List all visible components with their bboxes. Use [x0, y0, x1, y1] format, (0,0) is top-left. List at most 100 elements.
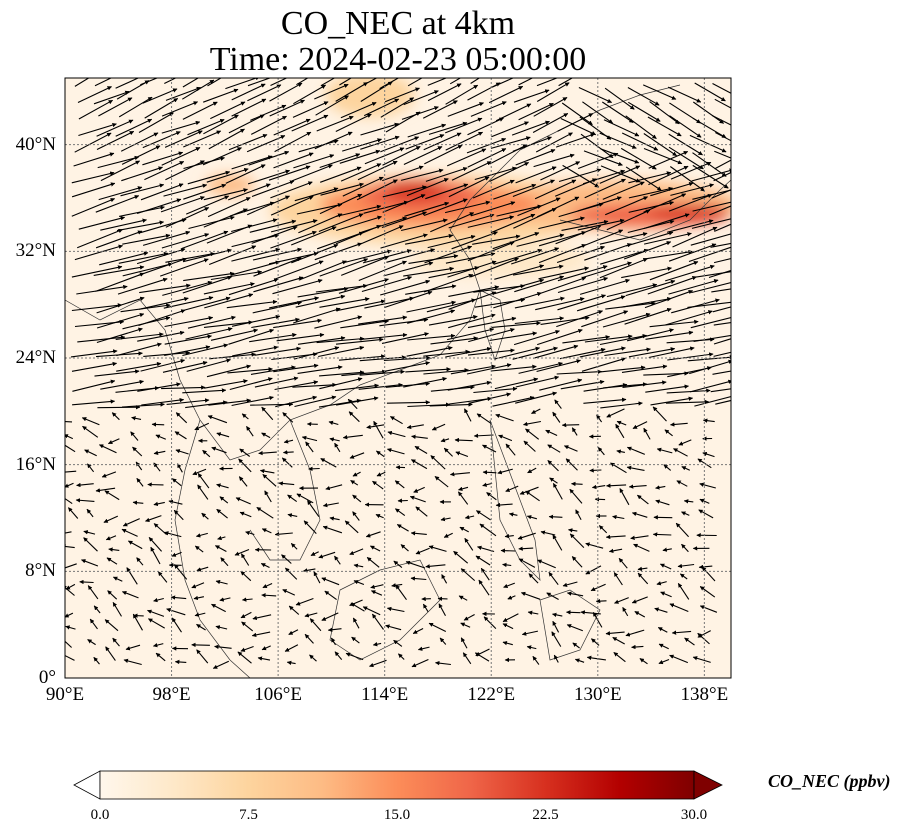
wind-arrow: [451, 161, 492, 181]
wind-arrow: [619, 488, 630, 506]
wind-arrow: [249, 219, 297, 233]
wind-arrow: [513, 264, 564, 276]
wind-arrow: [557, 113, 594, 132]
wind-arrow: [623, 241, 672, 260]
wind-arrow: [628, 200, 674, 213]
wind-arrow: [273, 363, 319, 373]
wind-arrow: [423, 273, 474, 293]
wind-arrow: [225, 164, 266, 184]
wind-arrow: [599, 333, 648, 346]
wind-arrow: [445, 252, 496, 264]
wind-arrow: [415, 547, 430, 555]
wind-arrow: [194, 545, 204, 553]
wind-arrow: [423, 368, 469, 375]
wind-arrow: [428, 121, 468, 135]
wind-arrow: [622, 607, 629, 617]
wind-arrow: [362, 78, 378, 86]
wind-arrow: [163, 183, 208, 197]
wind-arrow: [643, 249, 693, 260]
wind-arrow: [287, 513, 298, 518]
wind-arrow: [658, 658, 670, 665]
wind-arrow: [571, 427, 578, 436]
wind-arrow: [648, 150, 689, 169]
wind-arrow: [144, 161, 185, 181]
wind-arrow: [196, 649, 209, 664]
wind-arrow: [251, 631, 271, 638]
wind-arrow: [502, 562, 512, 568]
wind-arrow: [478, 579, 490, 596]
wind-arrow: [315, 95, 349, 116]
wind-arrow: [168, 499, 183, 505]
wind-arrow: [713, 258, 731, 264]
wind-arrow: [554, 178, 597, 197]
wind-arrow: [428, 622, 447, 632]
wind-arrow: [585, 565, 602, 575]
wind-arrow: [352, 471, 361, 477]
wind-arrow: [89, 618, 98, 630]
wind-arrow: [118, 251, 169, 264]
wind-arrow: [142, 230, 191, 246]
wind-arrow: [671, 630, 692, 635]
wind-arrow: [491, 121, 529, 138]
wind-arrow: [71, 361, 118, 372]
wind-arrow: [292, 101, 329, 118]
wind-arrow: [492, 232, 540, 250]
wind-arrow: [405, 560, 426, 569]
wind-arrow: [211, 603, 226, 613]
wind-arrow: [613, 572, 623, 586]
wind-arrow: [140, 358, 186, 372]
wind-arrow: [448, 285, 500, 297]
wind-arrow: [336, 215, 382, 232]
wind-arrow: [566, 624, 584, 632]
wind-arrow: [338, 278, 389, 294]
wind-arrow: [631, 644, 644, 650]
wind-arrow: [122, 233, 171, 245]
wind-arrow: [584, 334, 633, 343]
wind-arrow: [531, 408, 541, 414]
wind-arrow: [536, 359, 581, 373]
wind-arrow: [164, 334, 212, 345]
wind-arrow: [713, 171, 731, 182]
wind-arrow: [150, 546, 161, 565]
wind-arrow: [206, 168, 249, 183]
wind-arrow: [409, 495, 426, 503]
wind-arrow: [203, 282, 255, 295]
wind-arrow: [494, 264, 545, 280]
wind-arrow: [202, 147, 242, 166]
wind-arrow: [144, 98, 179, 119]
wind-arrow: [495, 502, 513, 508]
wind-arrow: [363, 200, 409, 214]
wind-arrow: [412, 628, 424, 634]
wind-arrow: [455, 451, 469, 458]
wind-arrow: [207, 197, 251, 218]
wind-arrow: [319, 297, 370, 308]
wind-arrow: [153, 450, 166, 455]
wind-arrow: [170, 595, 187, 600]
wind-arrow: [523, 420, 541, 427]
wind-arrow: [94, 78, 113, 87]
wind-arrow: [231, 247, 281, 262]
lat-tick-label: 0°: [38, 667, 56, 688]
wind-arrow: [65, 585, 75, 596]
wind-arrow: [360, 135, 400, 150]
wind-arrow: [216, 508, 228, 519]
wind-arrow: [616, 420, 627, 426]
wind-arrow: [532, 655, 540, 665]
wind-arrow: [143, 350, 191, 357]
wind-arrow: [439, 637, 447, 645]
wind-arrow: [152, 642, 164, 648]
wind-arrow: [250, 104, 287, 121]
wind-arrow: [670, 422, 688, 427]
lon-tick-label: 138°E: [680, 684, 729, 705]
wind-arrow: [654, 607, 668, 613]
wind-arrow: [473, 433, 494, 438]
wind-arrow: [701, 566, 716, 582]
wind-arrow: [288, 605, 300, 615]
wind-arrow: [449, 472, 470, 477]
wind-arrow: [65, 583, 76, 590]
wind-arrow: [301, 435, 318, 442]
wind-arrow: [647, 116, 682, 137]
wind-arrow: [349, 548, 364, 555]
wind-arrow: [407, 402, 451, 408]
